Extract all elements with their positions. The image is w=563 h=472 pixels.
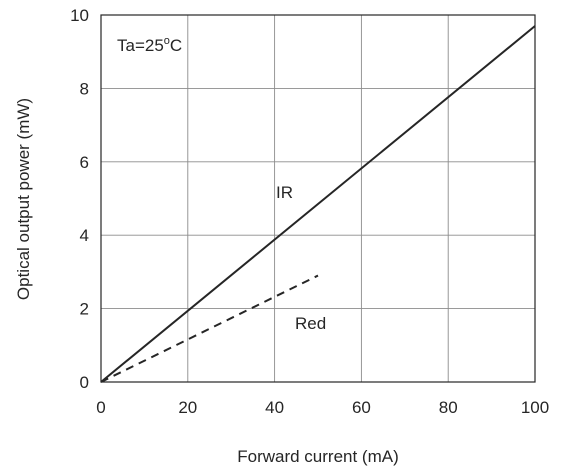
y-tick-label: 10 bbox=[70, 6, 89, 25]
grid bbox=[101, 15, 535, 382]
y-tick-label: 4 bbox=[80, 226, 89, 245]
series-label-red: Red bbox=[295, 314, 326, 333]
x-tick-label: 0 bbox=[96, 398, 105, 417]
series-line-red bbox=[100, 274, 319, 383]
y-axis-label: Optical output power (mW) bbox=[14, 98, 33, 300]
plot-frame bbox=[100, 14, 536, 383]
series-line-ir bbox=[100, 25, 536, 383]
series-layer bbox=[100, 25, 536, 383]
y-tick-label: 2 bbox=[80, 300, 89, 319]
y-tick-labels: 0 2 4 6 8 10 bbox=[70, 6, 89, 392]
y-tick-label: 0 bbox=[80, 373, 89, 392]
x-tick-labels: 0 20 40 60 80 100 bbox=[96, 398, 549, 417]
y-tick-label: 8 bbox=[80, 79, 89, 98]
x-tick-label: 20 bbox=[178, 398, 197, 417]
x-tick-label: 100 bbox=[521, 398, 549, 417]
x-tick-label: 60 bbox=[352, 398, 371, 417]
y-tick-label: 6 bbox=[80, 153, 89, 172]
x-tick-label: 80 bbox=[439, 398, 458, 417]
condition-label: Ta=25oC bbox=[117, 35, 182, 55]
x-tick-label: 40 bbox=[265, 398, 284, 417]
series-label-ir: IR bbox=[276, 183, 293, 202]
x-axis-label: Forward current (mA) bbox=[237, 447, 399, 466]
